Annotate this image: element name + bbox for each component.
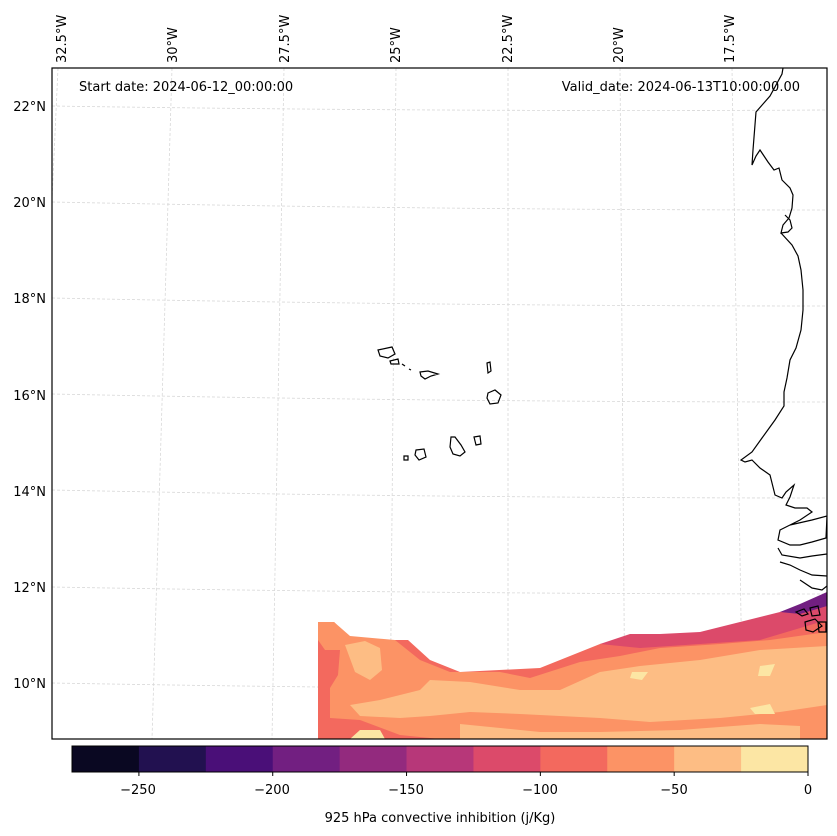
colorbar-swatch xyxy=(138,746,207,772)
colorbar-swatch xyxy=(272,746,341,772)
colorbar-tick-label: 0 xyxy=(804,783,812,798)
colorbar-label: 925 hPa convective inhibition (j/Kg) xyxy=(325,811,556,826)
colorbar-swatch xyxy=(339,746,408,772)
lon-tick-labels: 32.5°W 30°W 27.5°W 25°W 22.5°W 20°W 17.5… xyxy=(55,15,738,63)
lat-tick-label: 20°N xyxy=(13,196,46,211)
lat-tick-label: 10°N xyxy=(13,677,46,692)
colorbar-swatch xyxy=(205,746,274,772)
map-frame xyxy=(51,67,828,740)
colorbar-tick-label: −200 xyxy=(254,783,290,798)
colorbar-tick-label: −100 xyxy=(522,783,558,798)
cin-region-m175 xyxy=(780,592,827,614)
valid-date-label: Valid_date: 2024-06-13T10:00:00.00 xyxy=(562,80,800,95)
colorbar-tick-labels: −250 −200 −150 −100 −50 0 xyxy=(120,783,812,798)
cape-verde-islands xyxy=(377,346,502,461)
colorbar-swatch xyxy=(674,746,742,772)
lon-tick-label: 25°W xyxy=(389,27,404,63)
start-date-label: Start date: 2024-06-12_00:00:00 xyxy=(79,80,293,95)
colorbar-swatch xyxy=(741,746,809,772)
lon-tick-label: 17.5°W xyxy=(723,15,738,63)
lat-tick-label: 16°N xyxy=(13,389,46,404)
lon-tick-label: 32.5°W xyxy=(55,15,70,63)
colorbar-swatch xyxy=(406,746,474,772)
colorbar-swatch xyxy=(540,746,608,772)
colorbar-tick-label: −50 xyxy=(660,783,687,798)
lat-tick-labels: 22°N 20°N 18°N 16°N 14°N 12°N 10°N xyxy=(13,100,46,692)
cin-region-m125 xyxy=(600,596,827,648)
colorbar-tick-label: −250 xyxy=(120,783,156,798)
cin-field xyxy=(318,592,827,739)
colorbar-swatch xyxy=(72,746,140,772)
colorbar-frame xyxy=(71,745,809,773)
lat-tick-label: 18°N xyxy=(13,292,46,307)
coastlines xyxy=(377,68,827,633)
colorbar-swatch xyxy=(607,746,675,772)
colorbar xyxy=(71,745,809,776)
lon-tick-label: 30°W xyxy=(166,27,181,63)
gridlines xyxy=(52,68,827,739)
lat-tick-label: 12°N xyxy=(13,581,46,596)
lat-tick-label: 14°N xyxy=(13,485,46,500)
lon-tick-label: 20°W xyxy=(612,27,627,63)
lon-tick-label: 27.5°W xyxy=(278,15,293,63)
cin-region-m50 xyxy=(345,641,827,739)
colorbar-tick-label: −150 xyxy=(388,783,424,798)
africa-coastline xyxy=(739,68,827,633)
colorbar-swatch xyxy=(473,746,541,772)
lon-tick-label: 22.5°W xyxy=(501,15,516,63)
lat-tick-label: 22°N xyxy=(13,100,46,115)
